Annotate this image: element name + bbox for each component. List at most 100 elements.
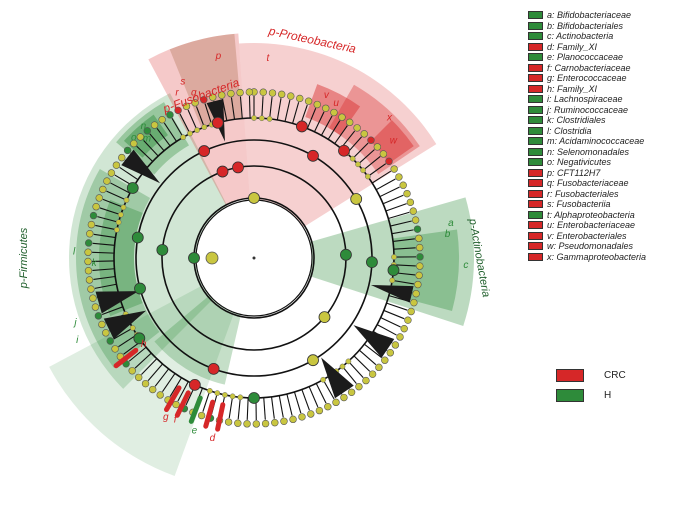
leaf-node [85,276,94,284]
clade-sector-x [329,84,420,175]
phylum-sector-fusobacteria [148,33,250,206]
leaf-node [396,333,404,341]
biomarker-node [248,392,260,404]
tree-edge [383,309,405,320]
leaf-node [280,417,288,425]
tree-edge [162,373,176,392]
biomarker-node [318,311,331,324]
inner-node [339,363,346,370]
leaf-node [386,349,395,357]
leaf-node [403,189,411,198]
clade-letter-i: i [76,335,79,346]
tree-edge [306,108,317,129]
leaf-node [89,211,98,220]
biomarker-bar [174,390,191,418]
leaf-node [130,139,138,148]
collapsed-clade [370,284,414,303]
leaf-node [98,320,106,329]
group-label: CRC [604,369,626,381]
tree-edge [284,99,291,122]
legend-swatch [528,147,543,156]
phylum-label-firmicutes: p-Firmicutes [18,227,30,289]
leaf-node [385,157,393,166]
inner-node [114,226,120,233]
clade-letter-v: v [324,90,330,101]
tree-edge [352,142,369,160]
legend-label: a: Bifidobacteriaceae [547,10,632,21]
group-swatch [556,368,584,382]
tree-edge [278,395,284,418]
tree-edge [392,279,415,285]
tree-edge [301,389,310,411]
legend-swatch [528,158,543,167]
legend-swatch [528,242,543,251]
legend-swatch [528,137,543,146]
legend-label: v: Enterobacteriales [547,230,627,241]
legend-item: i: Lachnospiraceae [528,94,694,105]
tree-edge [177,381,189,402]
legend-label: t: Alphaproteobacteria [547,209,635,220]
leaf-node [158,116,166,124]
leaf-node [407,307,415,316]
tree-edge [293,391,302,414]
legend-swatch [528,168,543,177]
collapsed-clade [121,149,161,184]
legend-swatch [528,116,543,125]
legend-swatch [528,221,543,230]
collapsed-clade [95,291,139,314]
leaf-node [84,267,93,275]
biomarker-node [307,354,319,367]
tree-edge [386,302,408,311]
clade-letter-n: n [141,121,147,132]
clade-letter-a: a [448,218,454,229]
leaf-node [379,150,388,158]
inner-node [123,197,130,204]
leaf-node [360,130,368,138]
leaf-node [355,382,363,391]
tree-edge [95,224,117,231]
leaf-node [209,93,217,101]
tree-edge [269,96,273,119]
leaf-node [395,173,403,181]
leaf-node [400,324,408,333]
clade-letter-d: d [210,433,216,444]
tree-edge [271,396,275,419]
leaf-node [410,298,418,307]
legend-swatch [528,105,543,114]
group-swatch [556,388,584,402]
tree-edge [363,343,382,359]
leaf-node [143,127,151,135]
legend-item: f: Carnobacteriaceae [528,63,694,74]
inner-node [194,127,200,133]
leaf-node [416,262,424,270]
leaf-node [118,153,126,162]
clade-letter-h: h [141,339,147,350]
tree-edge [261,96,264,119]
tree-edge [371,170,392,184]
tree-edge [171,117,184,138]
leaf-node [332,398,340,407]
phylum-sector-actinobacteria [292,197,474,326]
tree-edge [179,113,191,134]
leaf-node [415,271,423,280]
inner-node [251,115,257,121]
legend-item: l: Clostridia [528,126,694,137]
leaf-node [345,118,354,127]
legend-label: w: Pseudomonadales [547,241,634,252]
tree-edge [263,397,266,420]
tree-edge [358,349,377,366]
inner-node [266,116,273,122]
inner-node [222,392,228,398]
leaf-node [271,418,279,427]
leaf-node [200,96,208,104]
clade-letter-u: u [333,98,339,109]
leaf-node [412,289,420,298]
inner-node [391,254,397,260]
inner-node [206,387,213,394]
inner-node [320,376,327,383]
tree-edge [134,352,152,369]
tree-edge [362,156,381,171]
tree-edge [342,366,357,384]
leaf-node [315,406,324,415]
legend-swatch [528,21,543,30]
